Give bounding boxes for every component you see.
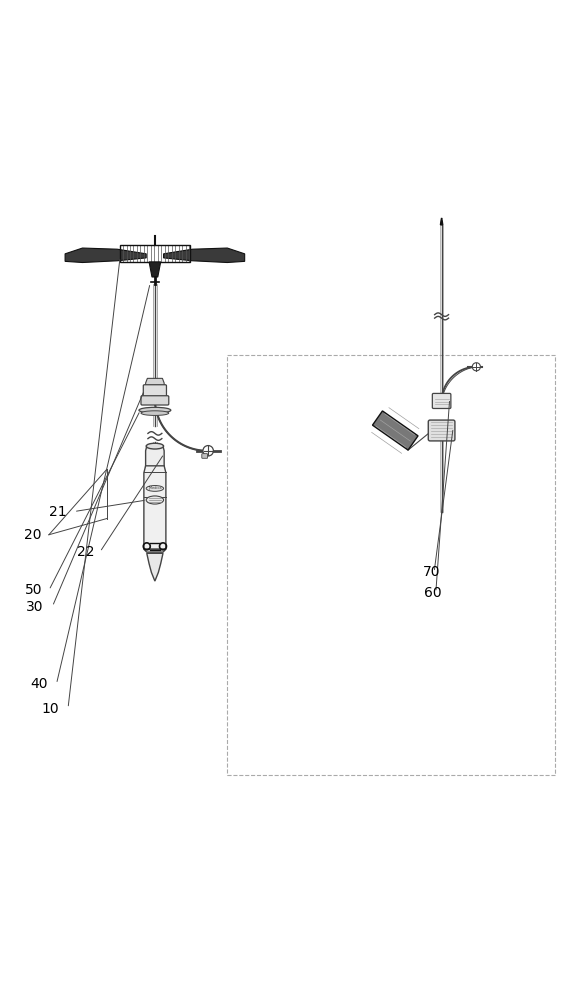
Text: 22: 22 [77,545,94,559]
FancyBboxPatch shape [428,420,455,441]
Bar [228,355,555,775]
FancyBboxPatch shape [202,454,208,458]
Text: 30: 30 [26,600,44,614]
Polygon shape [144,549,166,552]
Text: JMedica: JMedica [148,486,162,490]
Polygon shape [146,446,164,468]
FancyBboxPatch shape [432,393,451,408]
Text: 60: 60 [424,586,442,600]
Text: 10: 10 [42,702,59,716]
Ellipse shape [146,496,164,504]
Text: 20: 20 [24,528,42,542]
Polygon shape [372,411,418,450]
Circle shape [473,363,480,371]
Polygon shape [149,262,161,277]
Circle shape [203,446,214,456]
Polygon shape [146,378,164,387]
Polygon shape [144,466,166,549]
Ellipse shape [146,443,164,449]
FancyBboxPatch shape [143,385,166,400]
Text: 21: 21 [49,505,67,519]
Text: 70: 70 [423,565,440,579]
FancyBboxPatch shape [141,396,169,405]
Polygon shape [147,553,163,581]
Ellipse shape [139,407,171,413]
Polygon shape [441,218,443,225]
Ellipse shape [141,411,169,415]
Ellipse shape [146,486,164,491]
Polygon shape [164,248,244,263]
Text: 40: 40 [30,677,48,691]
Text: 50: 50 [24,583,42,597]
Polygon shape [65,248,146,263]
